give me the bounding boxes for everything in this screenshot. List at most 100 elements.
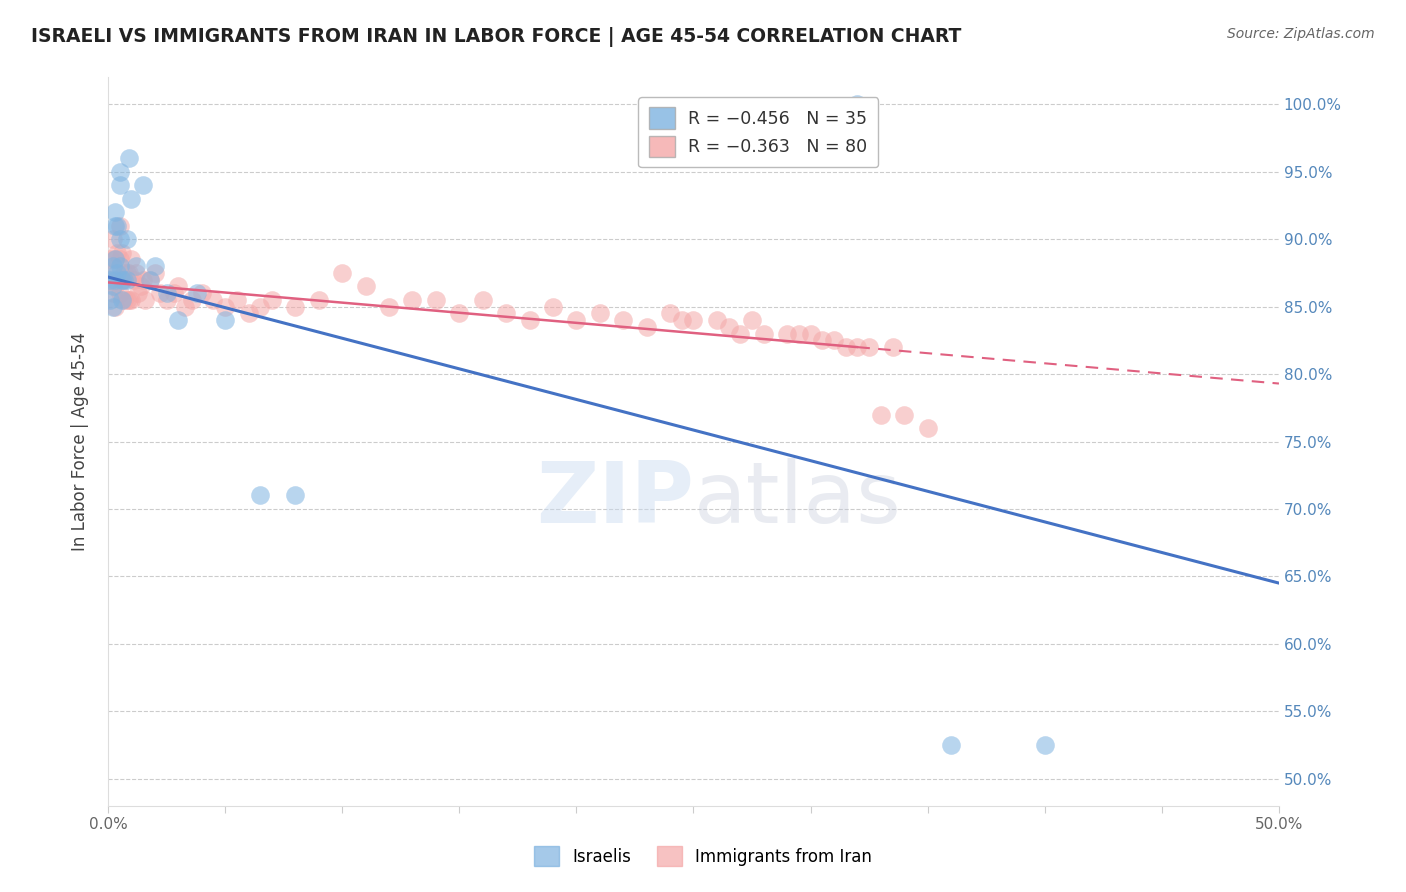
- Text: Source: ZipAtlas.com: Source: ZipAtlas.com: [1227, 27, 1375, 41]
- Point: [823, 334, 845, 348]
- Point: [105, 273, 128, 287]
- Point: [181, 293, 204, 307]
- Point: [249, 300, 271, 314]
- Point: [108, 219, 131, 233]
- Point: [104, 273, 127, 287]
- Point: [98, 252, 121, 267]
- Point: [132, 178, 155, 193]
- Point: [449, 306, 471, 320]
- Point: [174, 300, 197, 314]
- Point: [787, 326, 810, 341]
- Point: [108, 232, 131, 246]
- Point: [104, 252, 127, 267]
- Point: [706, 313, 728, 327]
- Text: ZIP: ZIP: [536, 458, 693, 541]
- Legend: Israelis, Immigrants from Iran: Israelis, Immigrants from Iran: [527, 839, 879, 873]
- Point: [143, 259, 166, 273]
- Point: [541, 300, 564, 314]
- Point: [846, 97, 869, 112]
- Point: [104, 300, 127, 314]
- Point: [471, 293, 494, 307]
- Point: [104, 219, 127, 233]
- Point: [125, 259, 148, 273]
- Point: [893, 408, 915, 422]
- Point: [115, 266, 138, 280]
- Point: [202, 293, 225, 307]
- Point: [101, 279, 124, 293]
- Legend: R = −0.456   N = 35, R = −0.363   N = 80: R = −0.456 N = 35, R = −0.363 N = 80: [638, 97, 877, 167]
- Point: [105, 266, 128, 280]
- Point: [132, 273, 155, 287]
- Point: [225, 293, 247, 307]
- Point: [101, 232, 124, 246]
- Point: [846, 340, 869, 354]
- Point: [105, 219, 128, 233]
- Point: [730, 326, 752, 341]
- Point: [869, 408, 891, 422]
- Point: [284, 488, 307, 502]
- Point: [741, 313, 763, 327]
- Point: [308, 293, 330, 307]
- Point: [120, 293, 142, 307]
- Point: [186, 286, 208, 301]
- Point: [882, 340, 904, 354]
- Point: [122, 273, 145, 287]
- Point: [425, 293, 447, 307]
- Point: [811, 334, 834, 348]
- Point: [118, 293, 141, 307]
- Point: [129, 279, 152, 293]
- Point: [260, 293, 283, 307]
- Point: [834, 340, 856, 354]
- Point: [155, 293, 177, 307]
- Point: [858, 340, 880, 354]
- Point: [565, 313, 588, 327]
- Point: [104, 279, 127, 293]
- Point: [112, 266, 135, 280]
- Point: [111, 245, 134, 260]
- Point: [111, 273, 134, 287]
- Point: [162, 286, 184, 301]
- Point: [108, 286, 131, 301]
- Point: [636, 319, 658, 334]
- Point: [190, 286, 212, 301]
- Point: [118, 152, 141, 166]
- Text: atlas: atlas: [693, 458, 901, 541]
- Point: [108, 165, 131, 179]
- Point: [115, 232, 138, 246]
- Point: [939, 738, 962, 752]
- Point: [98, 293, 121, 307]
- Point: [105, 245, 128, 260]
- Point: [519, 313, 541, 327]
- Point: [108, 178, 131, 193]
- Point: [115, 273, 138, 287]
- Point: [659, 306, 682, 320]
- Point: [108, 252, 131, 267]
- Point: [167, 279, 190, 293]
- Point: [249, 488, 271, 502]
- Point: [143, 266, 166, 280]
- Point: [120, 252, 142, 267]
- Point: [125, 266, 148, 280]
- Point: [111, 293, 134, 307]
- Point: [101, 300, 124, 314]
- Point: [752, 326, 775, 341]
- Point: [682, 313, 704, 327]
- Point: [612, 313, 634, 327]
- Point: [120, 192, 142, 206]
- Point: [799, 326, 821, 341]
- Point: [284, 300, 307, 314]
- Point: [127, 286, 149, 301]
- Point: [134, 293, 156, 307]
- Point: [214, 300, 236, 314]
- Point: [104, 252, 127, 267]
- Point: [155, 286, 177, 301]
- Point: [776, 326, 799, 341]
- Point: [167, 313, 190, 327]
- Point: [214, 313, 236, 327]
- Point: [101, 259, 124, 273]
- Point: [378, 300, 401, 314]
- Point: [139, 273, 162, 287]
- Point: [238, 306, 260, 320]
- Point: [717, 319, 740, 334]
- Point: [108, 259, 131, 273]
